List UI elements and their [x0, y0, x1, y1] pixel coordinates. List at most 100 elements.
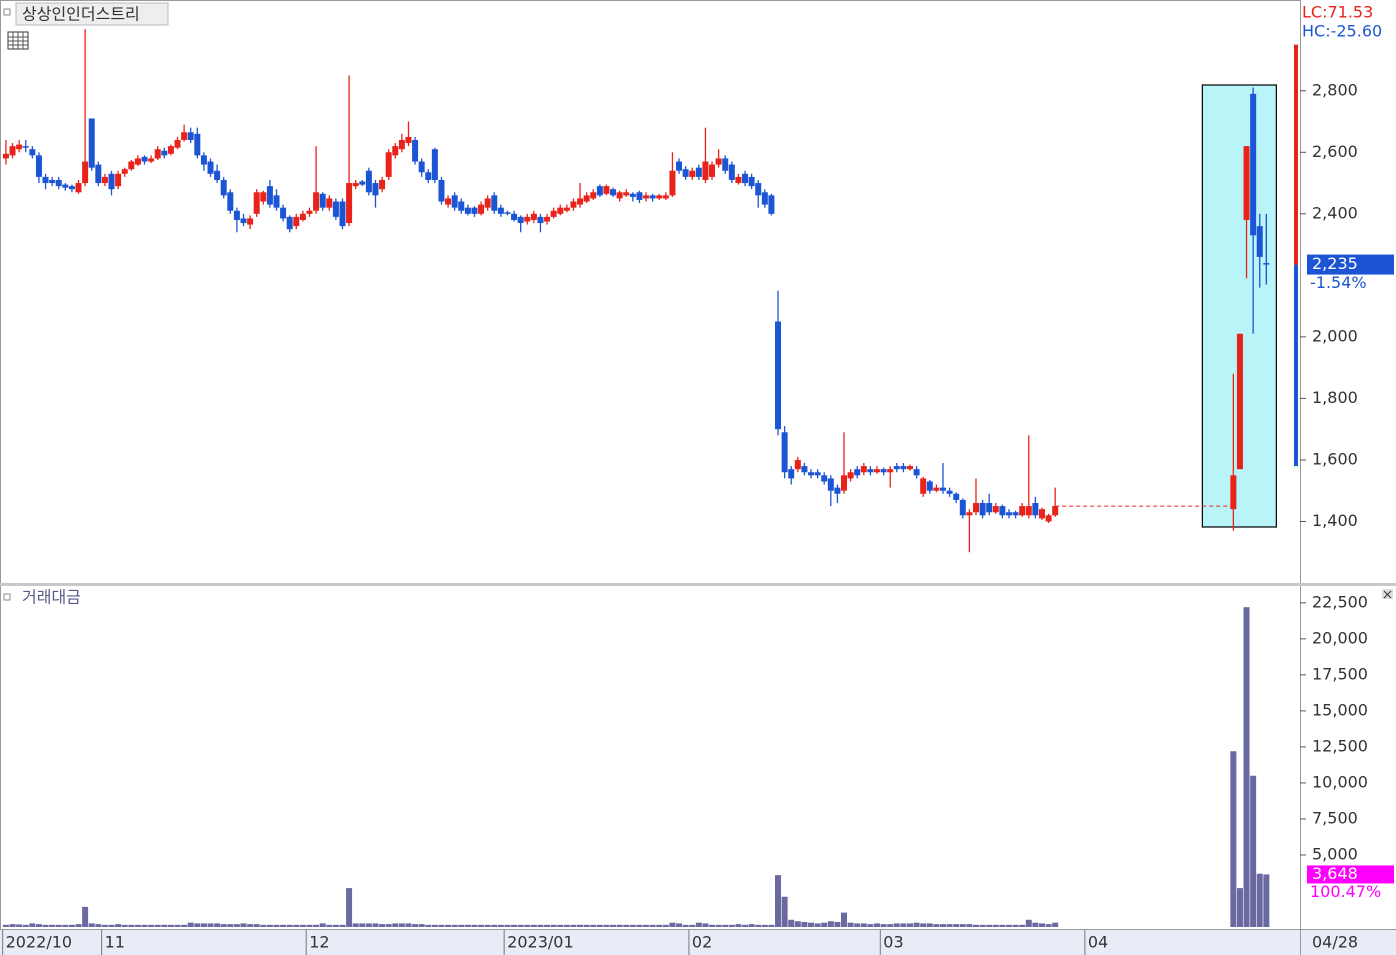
volume-bar — [286, 924, 293, 927]
volume-bar — [181, 924, 188, 927]
y-tick-label: 5,000 — [1312, 844, 1358, 863]
volume-bar — [2, 924, 9, 927]
candle-body — [359, 181, 366, 185]
candle-body — [939, 487, 946, 491]
candle-body — [280, 207, 287, 219]
x-tick-label: 2023/01 — [507, 933, 573, 952]
volume-title: 거래대금 — [22, 588, 81, 607]
volume-bar — [458, 924, 465, 927]
candle-body — [1019, 506, 1026, 516]
candle-body — [49, 179, 56, 184]
volume-bar — [115, 924, 122, 927]
volume-bar — [431, 924, 438, 927]
volume-bar — [200, 923, 207, 927]
volume-bar — [108, 924, 115, 927]
candle-body — [227, 192, 234, 211]
volume-bar — [293, 924, 300, 927]
volume-bar — [570, 924, 577, 927]
volume-bar — [788, 919, 795, 927]
candle-body — [167, 146, 174, 154]
volume-bar — [801, 921, 808, 927]
candle-body — [154, 149, 161, 159]
y-tick-label: 20,000 — [1312, 628, 1368, 647]
title-box[interactable] — [15, 2, 169, 26]
candle-body — [29, 149, 36, 156]
candle-body — [75, 183, 82, 193]
candle-body — [570, 201, 577, 208]
y-tick-label: 17,500 — [1312, 664, 1368, 683]
volume-bar — [841, 912, 848, 927]
candle-body — [431, 149, 438, 180]
volume-bar — [392, 923, 399, 927]
candle-body — [438, 179, 445, 202]
volume-bar — [939, 924, 946, 927]
candle-body — [365, 170, 372, 193]
y-tick-label: 2,000 — [1312, 326, 1358, 345]
candle-body — [972, 503, 979, 513]
candle-body — [115, 173, 122, 187]
candle-body — [742, 173, 749, 184]
volume-bar — [702, 923, 709, 927]
candle-body — [273, 195, 280, 208]
candle-body — [174, 139, 181, 148]
y-tick-label: 1,400 — [1312, 511, 1358, 530]
current-volume-box — [1307, 865, 1394, 884]
volume-bar — [504, 924, 511, 927]
volume-bar — [590, 924, 597, 927]
volume-bar — [953, 924, 960, 927]
candle-body — [220, 179, 227, 196]
candle-body — [781, 432, 788, 473]
candle-body — [775, 321, 782, 430]
volume-bar — [148, 924, 155, 927]
volume-bar — [1243, 607, 1250, 927]
indicator-label: LC:71.53 — [1302, 3, 1373, 22]
volume-bar — [497, 924, 504, 927]
volume-bar — [610, 924, 617, 927]
grid-icon[interactable] — [7, 31, 29, 50]
candle-body — [768, 195, 775, 214]
volume-bar — [95, 924, 102, 927]
candle-body — [992, 506, 999, 513]
candle-body — [260, 192, 267, 202]
volume-bar — [491, 924, 498, 927]
volume-bar — [946, 924, 953, 927]
volume-bar — [900, 923, 907, 927]
candle-body — [418, 161, 425, 173]
panel-separator — [0, 583, 1396, 586]
candle-body — [240, 218, 247, 224]
volume-bar — [874, 923, 881, 927]
volume-bar — [101, 924, 108, 927]
volume-bar — [1230, 751, 1237, 927]
candle-body — [128, 161, 135, 170]
last-date: 04/28 — [1312, 933, 1358, 952]
candle-body — [425, 172, 432, 180]
volume-bar — [643, 924, 650, 927]
volume-bar — [319, 923, 326, 927]
volume-bar — [478, 924, 485, 927]
candle-body — [662, 195, 669, 199]
candle-body — [702, 161, 709, 180]
volume-bar — [266, 924, 273, 927]
candle-body — [999, 506, 1006, 516]
volume-bar — [715, 924, 722, 927]
close-button[interactable] — [1382, 589, 1393, 599]
volume-bar — [484, 924, 491, 927]
candle-body — [233, 210, 240, 220]
candle-body — [537, 216, 544, 224]
volume-bar — [134, 924, 141, 927]
candle-body — [907, 466, 913, 470]
volume-bar — [867, 924, 874, 927]
volume-bar — [596, 924, 603, 927]
volume-bar — [471, 924, 478, 927]
volume-bar — [313, 924, 320, 927]
volume-bar — [35, 924, 42, 927]
volume-bar — [821, 922, 828, 927]
candle-body — [214, 170, 221, 180]
volume-bar — [451, 924, 458, 927]
volume-bar — [992, 924, 999, 927]
candle-body — [95, 164, 102, 184]
candle-body — [1025, 506, 1032, 516]
volume-bar — [22, 924, 29, 927]
candle-body — [913, 469, 920, 476]
candle-body — [141, 156, 148, 162]
